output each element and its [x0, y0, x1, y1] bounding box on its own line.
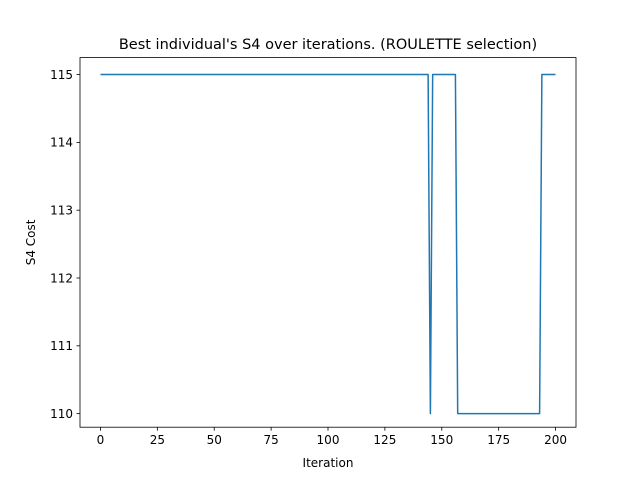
- x-tick-label: 50: [207, 433, 222, 447]
- series-line-0: [100, 73, 556, 415]
- chart-title: Best individual's S4 over iterations. (R…: [119, 37, 537, 53]
- x-tick-label: 125: [373, 433, 396, 447]
- y-axis-title: S4 Cost: [24, 219, 38, 265]
- y-tick-label: 115: [50, 68, 73, 82]
- x-tick-label: 25: [150, 433, 165, 447]
- y-tick-label: 112: [50, 271, 73, 285]
- y-tick-label: 111: [50, 339, 73, 353]
- plot-area: [100, 73, 556, 415]
- y-tick-label: 113: [50, 203, 73, 217]
- x-tick-label: 100: [317, 433, 340, 447]
- y-axis: 110 111 112 113 114 115: [50, 68, 80, 421]
- x-axis-title: Iteration: [303, 456, 354, 470]
- x-tick-label: 0: [97, 433, 105, 447]
- x-axis: 0 25 50 75 100 125 150 175 200: [97, 427, 567, 447]
- x-tick-label: 75: [263, 433, 278, 447]
- x-tick-label: 175: [487, 433, 510, 447]
- x-tick-label: 150: [430, 433, 453, 447]
- y-tick-label: 110: [50, 407, 73, 421]
- y-tick-label: 114: [50, 136, 73, 150]
- x-tick-label: 200: [544, 433, 567, 447]
